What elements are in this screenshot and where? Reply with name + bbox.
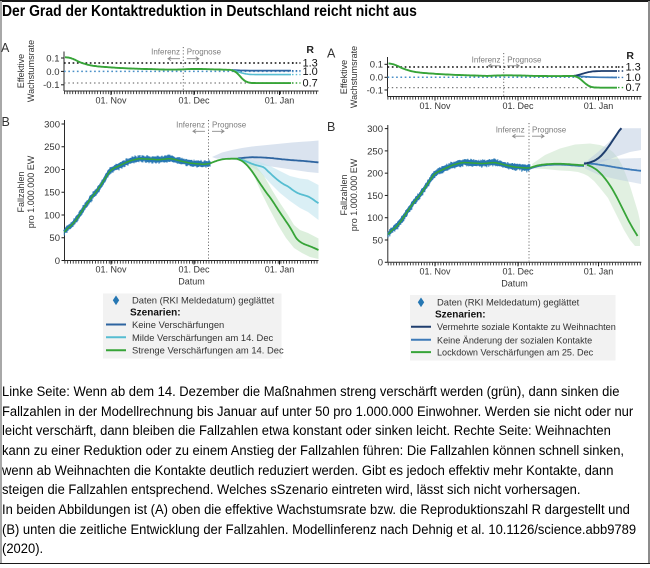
svg-text:01. Dec: 01. Dec [502,101,534,111]
svg-text:Keine Änderung der sozialen Ko: Keine Änderung der sozialen Kontakte [437,335,592,345]
svg-text:01. Jan: 01. Jan [584,101,614,111]
svg-text:1.3: 1.3 [626,62,641,74]
svg-text:R: R [626,50,634,62]
svg-text:Inferenz: Inferenz [151,48,180,57]
svg-text:0.0: 0.0 [46,67,59,78]
svg-text:50: 50 [49,233,60,244]
svg-text:B: B [2,115,10,129]
svg-text:Prognose: Prognose [507,56,542,65]
svg-text:Inferenz: Inferenz [472,56,501,65]
svg-text:0.7: 0.7 [303,78,318,90]
svg-text:0.1: 0.1 [370,60,383,71]
svg-text:Szenarien:: Szenarien: [130,308,181,319]
svg-text:Daten (RKI Meldedatum) geglätt: Daten (RKI Meldedatum) geglättet [132,295,275,306]
svg-text:Prognose: Prognose [187,48,222,57]
svg-text:01. Dec: 01. Dec [178,96,210,106]
svg-text:Szenarien:: Szenarien: [435,310,486,321]
svg-text:1.0: 1.0 [626,72,641,84]
svg-text:-0.1: -0.1 [367,85,383,96]
svg-text:200: 200 [367,169,383,180]
svg-text:150: 150 [367,191,383,202]
svg-text:01. Dec: 01. Dec [178,265,210,275]
svg-text:EffektiveWachstumsrate: EffektiveWachstumsrate [339,46,359,108]
svg-text:Inferenz: Inferenz [496,125,525,134]
svg-text:100: 100 [44,210,60,221]
svg-text:01. Nov: 01. Nov [95,265,127,275]
svg-text:A: A [327,47,336,61]
svg-text:200: 200 [44,165,60,176]
svg-text:Milde Verschärfungen am 14. De: Milde Verschärfungen am 14. Dec [132,332,274,343]
svg-text:0: 0 [55,256,60,267]
svg-text:Datum: Datum [501,278,528,288]
svg-text:Keine Verschärfungen: Keine Verschärfungen [132,319,224,330]
svg-text:01. Nov: 01. Nov [419,266,451,276]
svg-text:Inferenz: Inferenz [176,121,205,130]
svg-text:0.1: 0.1 [46,53,59,64]
svg-text:250: 250 [44,142,60,153]
svg-text:01. Jan: 01. Jan [584,266,614,276]
svg-text:01. Jan: 01. Jan [265,96,295,106]
svg-text:Daten (RKI Meldedatum) geglätt: Daten (RKI Meldedatum) geglättet [437,297,580,308]
svg-text:300: 300 [44,119,60,130]
svg-text:Lockdown Verschärfungen am 25.: Lockdown Verschärfungen am 25. Dec [437,348,594,358]
svg-text:1.3: 1.3 [303,58,318,70]
svg-text:01. Jan: 01. Jan [265,265,295,275]
svg-text:-0.1: -0.1 [43,80,59,91]
svg-text:A: A [1,41,10,55]
svg-text:100: 100 [367,213,383,224]
svg-text:1.0: 1.0 [303,66,318,78]
svg-text:250: 250 [367,146,383,157]
svg-text:R: R [306,44,314,56]
svg-text:0.0: 0.0 [370,73,383,84]
svg-text:EffektiveWachstumsrate: EffektiveWachstumsrate [16,40,36,102]
svg-text:0.7: 0.7 [626,82,641,94]
svg-text:Fallzahlenpro 1.000.000 EW: Fallzahlenpro 1.000.000 EW [339,158,359,231]
svg-text:01. Nov: 01. Nov [419,101,451,111]
svg-text:Vermehrte soziale Kontakte zu: Vermehrte soziale Kontakte zu Weihnachte… [437,322,616,332]
svg-text:300: 300 [367,124,383,135]
svg-text:150: 150 [44,188,60,199]
svg-text:01. Nov: 01. Nov [95,96,127,106]
svg-text:01. Dec: 01. Dec [502,266,534,276]
svg-text:0: 0 [378,258,383,269]
svg-text:Datum: Datum [178,277,205,287]
svg-text:50: 50 [372,235,383,246]
svg-text:Prognose: Prognose [212,121,247,130]
svg-text:Prognose: Prognose [532,125,567,134]
svg-text:B: B [327,120,335,134]
svg-text:Strenge Verschärfungen am 14.: Strenge Verschärfungen am 14. Dec [132,345,284,356]
svg-text:Fallzahlenpro 1.000.000 EW: Fallzahlenpro 1.000.000 EW [16,155,36,228]
